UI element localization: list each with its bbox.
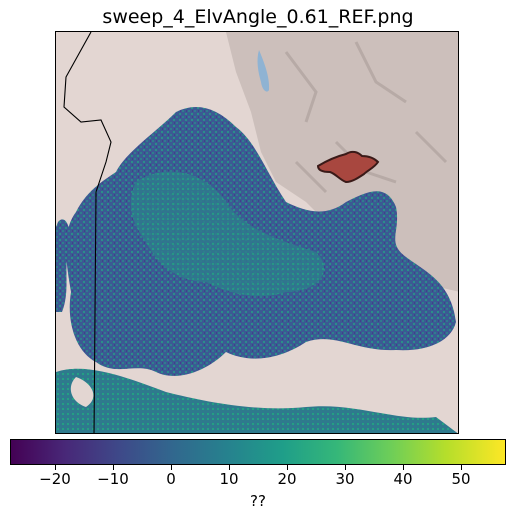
colorbar-tick-label: 10	[219, 470, 239, 488]
radar-map-svg	[56, 32, 458, 433]
colorbar-tick	[345, 465, 346, 470]
colorbar-tick-label: 40	[393, 470, 413, 488]
reflectivity-south-gaps	[70, 351, 339, 407]
radar-map	[55, 31, 459, 434]
colorbar-label: ??	[250, 492, 266, 510]
colorbar-tick	[229, 465, 230, 470]
colorbar-tick	[287, 465, 288, 470]
colorbar-tick-label: 50	[451, 470, 471, 488]
colorbar-tick	[461, 465, 462, 470]
lake	[257, 50, 270, 92]
figure-title: sweep_4_ElvAngle_0.61_REF.png	[102, 6, 414, 28]
colorbar-tick-label: −10	[97, 470, 129, 488]
colorbar-tick	[113, 465, 114, 470]
fire-perimeter-polygon	[316, 150, 380, 184]
colorbar-tick-label: 30	[335, 470, 355, 488]
reflectivity-west	[56, 219, 71, 312]
colorbar-tick-label: 20	[277, 470, 297, 488]
colorbar-tick	[55, 465, 56, 470]
reflectivity-south	[56, 368, 458, 433]
colorbar	[10, 439, 506, 465]
colorbar-tick	[403, 465, 404, 470]
state-boundary-lines	[63, 32, 112, 433]
colorbar-tick	[171, 465, 172, 470]
colorbar-tick-label: −20	[39, 470, 71, 488]
reflectivity-core	[130, 171, 325, 297]
colorbar-tick-label: 0	[166, 470, 176, 488]
